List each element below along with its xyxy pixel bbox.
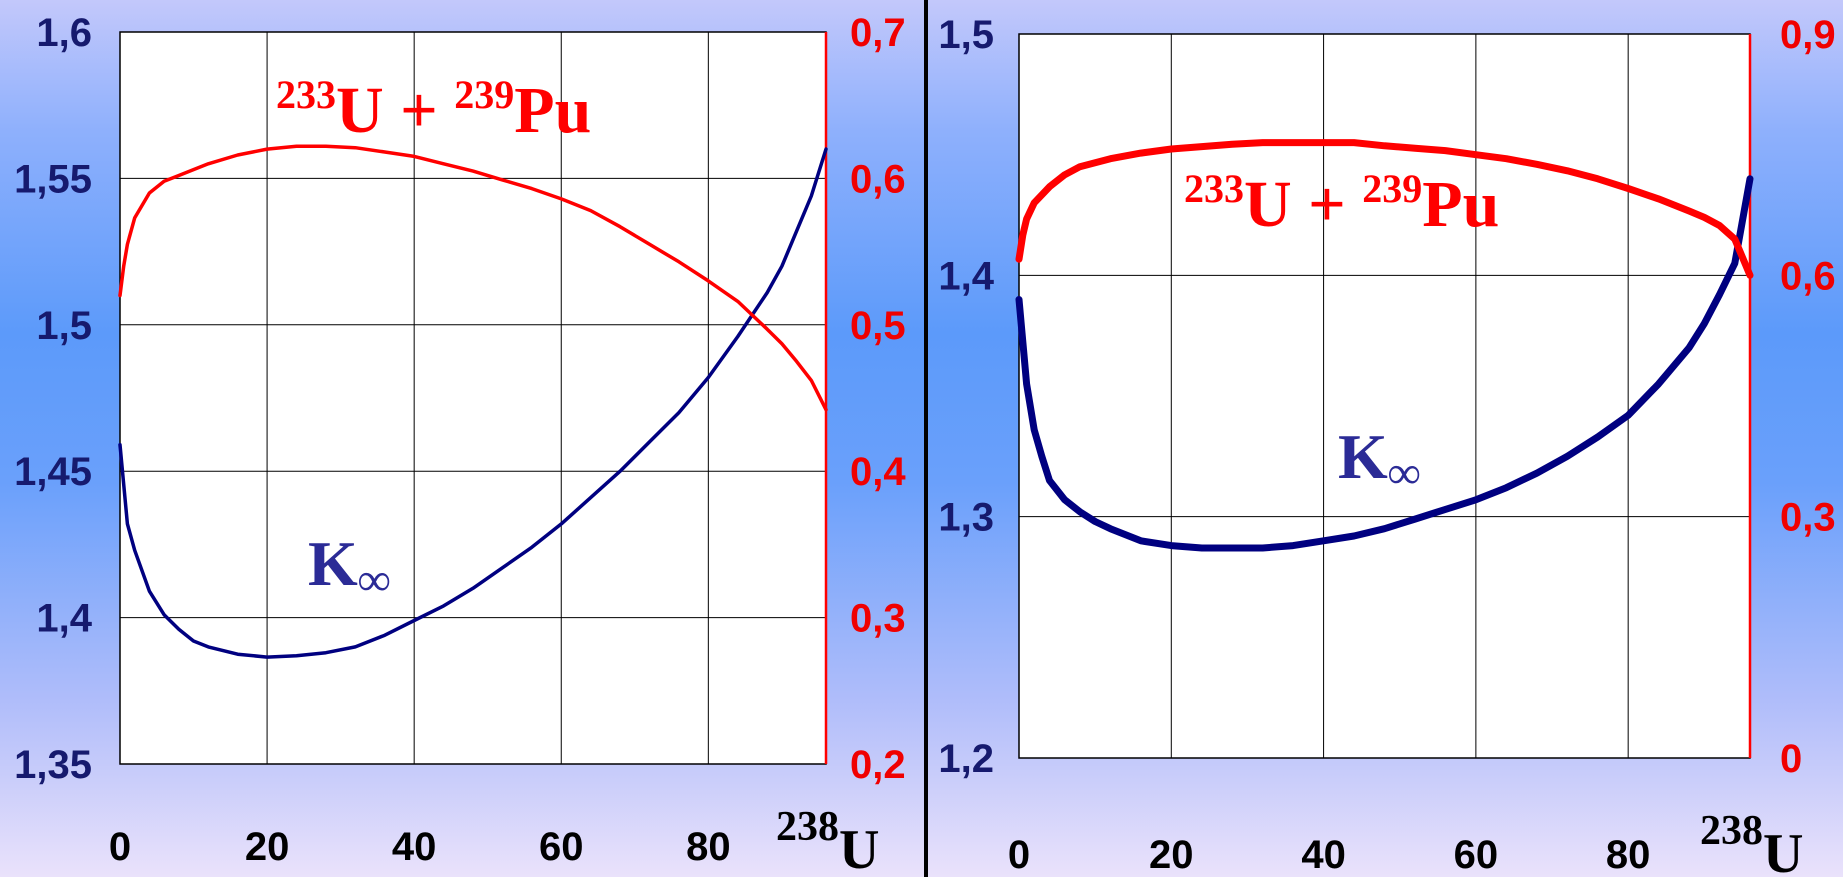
left-chart: 1,35 1,4 1,45 1,5 1,55 1,6 0,2 0,3 0,4 0,5 0,6 0,7… [14,11,906,877]
fissile-annotation: 233U + 239Pu [276,72,591,147]
x-tick-label: 20 [1149,833,1194,877]
y-left-tick-label: 1,5 [36,304,92,348]
x-tick-label: 80 [686,825,731,869]
y-right-tick-label: 0,3 [850,597,906,641]
y-left-tick-label: 1,3 [938,496,994,540]
y-left-tick-label: 1,2 [938,737,994,781]
k-infinity-line [1015,175,1754,552]
x-axis-label: 238U [1700,808,1803,877]
plot-area [119,31,827,765]
x-tick-label: 0 [109,825,131,869]
right-chart: 1,2 1,3 1,4 1,5 0 0,3 0,6 0,9 0 20 40 60 80 233U +… [938,13,1836,877]
fissile-annotation: 233U + 239Pu [1184,166,1499,241]
right-chart-panel: 1,2 1,3 1,4 1,5 0 0,3 0,6 0,9 0 20 40 60 80 233U +… [928,0,1843,877]
y-left-tick-label: 1,4 [36,597,92,641]
y-right-tick-label: 0,7 [850,11,906,55]
y-right-tick-label: 0 [1780,737,1802,781]
x-axis-ticks: 0 20 40 60 80 [109,825,731,869]
right-y-axis-ticks: 0,2 0,3 0,4 0,5 0,6 0,7 [850,11,906,787]
y-right-tick-label: 0,6 [850,157,906,201]
x-tick-label: 40 [392,825,437,869]
x-tick-label: 60 [1454,833,1499,877]
y-right-tick-label: 0,2 [850,743,906,787]
right-y-axis-ticks: 0 0,3 0,6 0,9 [1780,13,1836,781]
left-y-axis-ticks: 1,35 1,4 1,45 1,5 1,55 1,6 [14,11,93,787]
k-infinity-line [118,147,828,659]
fissile-content-line [118,144,828,412]
y-right-tick-label: 0,4 [850,450,906,494]
x-tick-label: 40 [1301,833,1346,877]
left-y-axis-ticks: 1,2 1,3 1,4 1,5 [938,13,994,781]
x-tick-label: 60 [539,825,584,869]
k-infinity-annotation: K∞ [308,528,391,605]
grid-lines [1019,34,1750,758]
x-tick-label: 0 [1008,833,1030,877]
k-infinity-annotation: K∞ [1338,421,1421,498]
y-right-tick-label: 0,9 [1780,13,1836,57]
y-right-tick-label: 0,5 [850,304,906,348]
x-tick-label: 80 [1606,833,1651,877]
y-left-tick-label: 1,6 [36,11,92,55]
y-left-tick-label: 1,35 [14,743,92,787]
y-left-tick-label: 1,5 [938,13,994,57]
x-tick-label: 20 [245,825,290,869]
grid-lines [120,32,826,764]
y-left-tick-label: 1,4 [938,254,994,298]
left-chart-panel: 1,35 1,4 1,45 1,5 1,55 1,6 0,2 0,3 0,4 0,5 0,6 0,7… [14,11,906,877]
x-axis-ticks: 0 20 40 60 80 [1008,833,1651,877]
y-right-tick-label: 0,6 [1780,254,1836,298]
panel-divider [924,0,928,877]
fissile-content-line [1015,139,1754,279]
y-left-tick-label: 1,55 [14,157,92,201]
y-left-tick-label: 1,45 [14,450,92,494]
y-right-tick-label: 0,3 [1780,496,1836,540]
x-axis-label: 238U [776,804,879,877]
